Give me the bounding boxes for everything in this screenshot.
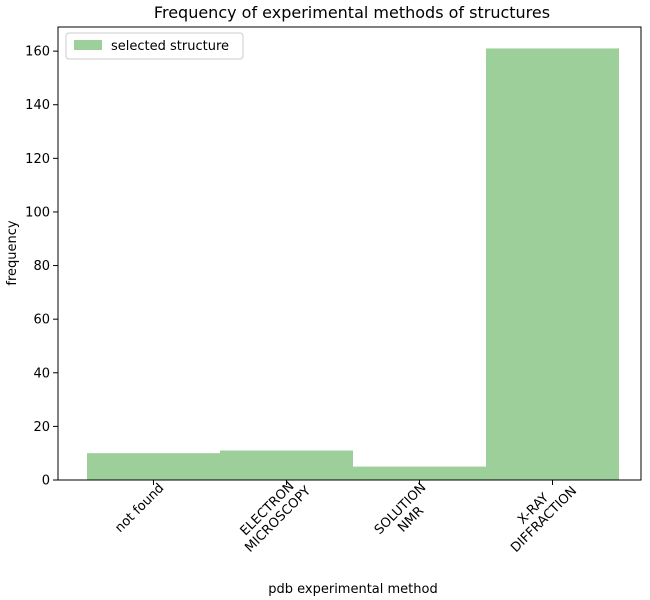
y-tick-label-0: 0: [42, 474, 50, 489]
y-tick-label-8: 160: [25, 45, 50, 60]
y-tick-label-4: 80: [33, 259, 50, 274]
y-tick-label-2: 40: [33, 366, 50, 381]
y-tick-label-3: 60: [33, 313, 50, 328]
plot-frame: [57, 26, 642, 481]
y-tick-label-7: 140: [25, 98, 50, 113]
legend-label: selected structure: [111, 39, 229, 54]
y-tick-label-5: 100: [25, 205, 50, 220]
bar-0: [87, 453, 220, 480]
y-tick-label-1: 20: [33, 420, 50, 435]
legend-swatch: [74, 40, 102, 50]
x-axis: not found ELECTRONMICROSCOPY SOLUTIONNMR X-…: [112, 473, 581, 556]
x-axis-label: pdb experimental method: [268, 582, 437, 597]
x-tick-label-0: not found: [112, 481, 167, 536]
chart-title: Frequency of experimental methods of str…: [154, 3, 550, 22]
y-axis-label: frequency: [5, 220, 20, 286]
x-tick-label-1: ELECTRONMICROSCOPY: [232, 473, 314, 555]
legend: selected structure: [65, 32, 244, 60]
bar-1: [220, 450, 353, 480]
bars-group: [87, 48, 619, 480]
x-tick-label-3: X-RAYDIFFRACTION: [498, 473, 581, 556]
bar-2: [353, 466, 486, 480]
bar-3: [486, 48, 619, 480]
x-tick-label-2: SOLUTIONNMR: [372, 480, 440, 548]
legend-frame: [65, 32, 244, 60]
y-tick-label-6: 120: [25, 152, 50, 167]
y-axis: 0 20 40 60 80 100 120 140 160: [25, 45, 58, 489]
